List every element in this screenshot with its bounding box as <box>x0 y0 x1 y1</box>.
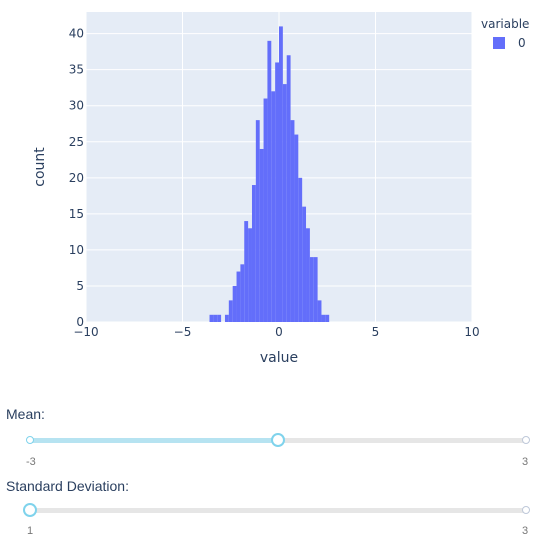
histogram-bar[interactable] <box>244 221 249 322</box>
std-slider-handle[interactable] <box>23 503 37 517</box>
histogram-bar[interactable] <box>325 314 330 322</box>
histogram-bar[interactable] <box>248 228 252 322</box>
y-axis-title: count <box>32 147 48 187</box>
histogram-bar[interactable] <box>290 120 295 323</box>
x-tick-label: −10 <box>73 325 98 339</box>
std-slider-max-dot <box>522 506 530 514</box>
y-tick-label: 15 <box>69 207 84 221</box>
y-tick-label: 0 <box>76 315 84 329</box>
x-tick-label: 0 <box>275 325 283 339</box>
histogram-bar[interactable] <box>279 26 283 322</box>
legend-label[interactable]: 0 <box>518 36 526 50</box>
histogram-bar[interactable] <box>217 314 222 322</box>
std-max-label: 3 <box>522 525 529 537</box>
histogram-bar[interactable] <box>294 134 299 322</box>
x-axis-title: value <box>260 350 298 366</box>
std-slider-track[interactable] <box>30 508 526 513</box>
histogram-bar[interactable] <box>282 84 287 323</box>
y-tick-label: 30 <box>69 99 84 113</box>
mean-max-label: 3 <box>522 456 529 468</box>
mean-control: Mean: -3 3 <box>0 400 546 470</box>
std-label: Standard Deviation: <box>6 478 129 494</box>
legend-title: variable <box>481 17 529 31</box>
histogram-bars <box>209 26 330 323</box>
x-tick-label: −5 <box>174 325 192 339</box>
legend: variable 0 <box>481 17 529 50</box>
histogram-bar[interactable] <box>309 257 314 322</box>
mean-slider-max-dot <box>522 436 530 444</box>
x-axis-ticks: −10 −5 0 5 10 <box>73 325 479 339</box>
histogram-bar[interactable] <box>251 185 256 322</box>
mean-min-label: -3 <box>26 456 36 468</box>
histogram-bar[interactable] <box>224 314 229 322</box>
histogram-bar[interactable] <box>317 300 322 322</box>
histogram-bar[interactable] <box>271 91 276 322</box>
y-tick-label: 5 <box>76 279 84 293</box>
x-tick-label: 10 <box>464 325 479 339</box>
histogram-bar[interactable] <box>267 40 272 322</box>
histogram-bar[interactable] <box>306 228 310 322</box>
histogram-bar[interactable] <box>228 300 233 322</box>
histogram-bar[interactable] <box>213 314 218 322</box>
histogram-bar[interactable] <box>302 206 307 322</box>
histogram-bar[interactable] <box>232 285 237 322</box>
histogram-bar[interactable] <box>255 120 260 323</box>
histogram-bar[interactable] <box>236 271 241 322</box>
histogram-bar[interactable] <box>240 264 245 322</box>
y-tick-label: 25 <box>69 135 84 149</box>
histogram-bar[interactable] <box>263 98 268 322</box>
histogram-bar[interactable] <box>209 314 214 322</box>
std-control: Standard Deviation: 1 3 <box>0 470 546 546</box>
mean-slider-fill <box>30 438 278 443</box>
legend-swatch-icon[interactable] <box>493 37 505 49</box>
histogram-bar[interactable] <box>298 177 303 322</box>
histogram-bar[interactable] <box>286 55 291 323</box>
histogram-bar[interactable] <box>313 257 318 322</box>
mean-slider-handle[interactable] <box>271 433 285 447</box>
y-axis-ticks: 0 5 10 15 20 25 30 35 40 <box>69 27 84 329</box>
histogram-bar[interactable] <box>259 148 264 322</box>
histogram-chart: −10 −5 0 5 10 0 5 10 15 20 25 30 35 40 value count v… <box>32 12 529 366</box>
mean-slider-min-dot <box>26 436 34 444</box>
y-tick-label: 20 <box>69 171 84 185</box>
mean-label: Mean: <box>6 406 45 422</box>
histogram-bar[interactable] <box>321 314 326 322</box>
x-tick-label: 5 <box>372 325 380 339</box>
std-min-label: 1 <box>27 525 34 537</box>
y-tick-label: 35 <box>69 63 84 77</box>
histogram-bar[interactable] <box>275 62 279 322</box>
y-tick-label: 10 <box>69 243 84 257</box>
y-tick-label: 40 <box>69 27 84 41</box>
